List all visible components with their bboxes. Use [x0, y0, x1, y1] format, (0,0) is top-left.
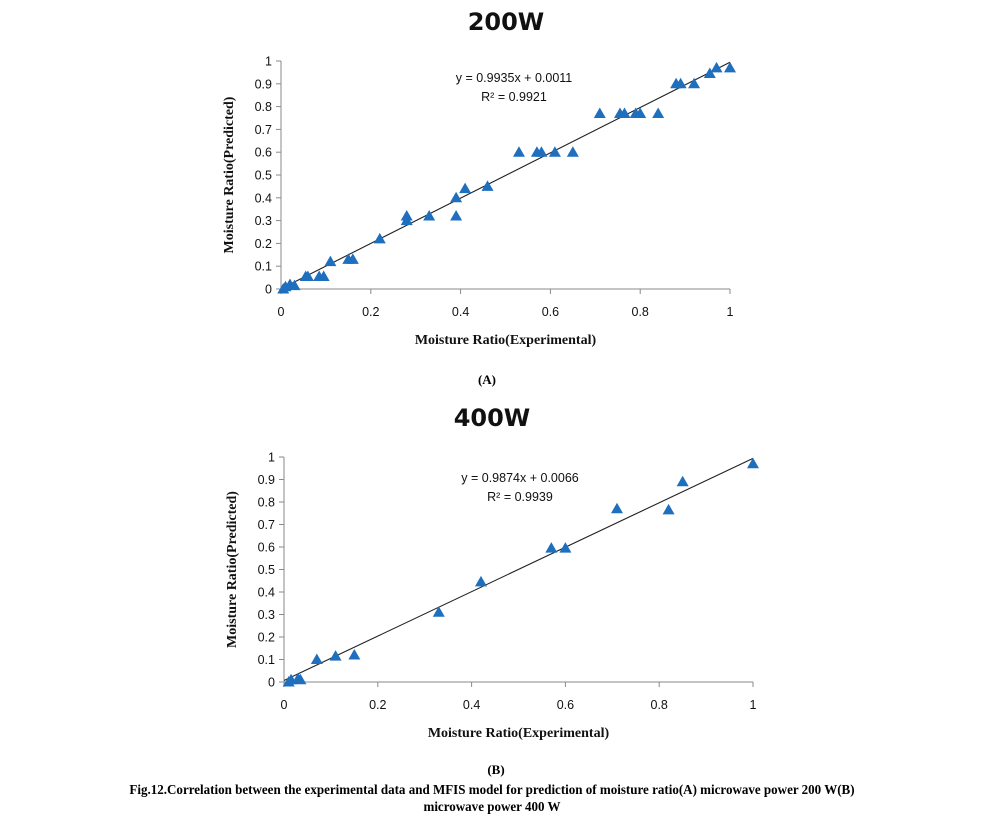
data-point — [710, 61, 723, 73]
y-tick-label: 0.8 — [258, 496, 275, 510]
x-tick-label: 0 — [281, 698, 288, 712]
x-tick-label: 0 — [278, 305, 285, 319]
trendline-equation: y = 0.9935x + 0.0011 — [456, 71, 573, 85]
data-point — [662, 503, 675, 515]
y-tick-label: 0.7 — [255, 123, 272, 137]
trendline — [280, 61, 731, 290]
y-tick-label: 0.3 — [255, 214, 272, 228]
x-tick-label: 0.8 — [651, 698, 668, 712]
data-point — [703, 67, 716, 79]
r-squared-label: R² = 0.9939 — [487, 490, 553, 504]
data-point — [317, 270, 330, 281]
x-tick-label: 0.6 — [542, 305, 559, 319]
r-squared-label: R² = 0.9921 — [481, 90, 547, 104]
x-tick-label: 0.6 — [557, 698, 574, 712]
data-point — [346, 253, 359, 264]
panel-label-b: (B) — [487, 762, 505, 777]
y-tick-label: 0 — [268, 676, 275, 690]
scatter-chart-a: 0 0.1 0.2 0.3 0.4 0.5 0.6 0.7 0.8 0.9 1 0 0.2 0.4 0.6 0… — [222, 55, 736, 348]
y-axis-title: Moisture Ratio(Predicted) — [225, 491, 240, 648]
y-tick-label: 0.5 — [255, 169, 272, 183]
caption-line-1: Fig.12.Correlation between the experimen… — [129, 783, 855, 798]
caption-line-2: microwave power 400 W — [423, 800, 561, 815]
y-axis-title: Moisture Ratio(Predicted) — [222, 96, 237, 253]
x-tick-label: 0.2 — [369, 698, 386, 712]
x-axis-title: Moisture Ratio(Experimental) — [428, 726, 610, 741]
y-tick-label: 0.6 — [258, 541, 275, 555]
data-point — [481, 180, 494, 191]
data-point — [610, 502, 623, 514]
chart-title-b: 400W — [453, 404, 531, 432]
y-tick-label: 0.6 — [255, 146, 272, 160]
y-tick-label: 1 — [268, 451, 275, 465]
figure-caption: Fig.12.Correlation between the experimen… — [34, 782, 949, 816]
y-tick-label: 0 — [265, 283, 272, 297]
y-tick-label: 0.2 — [255, 237, 272, 251]
data-point — [301, 270, 314, 281]
data-point — [474, 575, 487, 587]
x-tick-label: 0.4 — [463, 698, 480, 712]
data-point — [450, 191, 463, 203]
data-point — [373, 232, 386, 244]
y-tick-label: 0.2 — [258, 631, 275, 645]
trendline-equation: y = 0.9874x + 0.0066 — [461, 471, 579, 485]
data-point — [535, 146, 548, 157]
data-point — [747, 457, 759, 469]
x-tick-label: 0.2 — [362, 305, 379, 319]
data-point — [324, 255, 337, 267]
data-point — [676, 475, 689, 487]
data-point — [450, 210, 463, 221]
data-point — [548, 146, 561, 157]
data-point — [634, 107, 647, 118]
y-tick-label: 0.7 — [258, 518, 275, 532]
data-point — [652, 107, 665, 118]
data-point — [566, 146, 579, 157]
y-tick-label: 0.9 — [255, 77, 272, 91]
data-point — [618, 107, 631, 118]
y-tick-label: 0.1 — [255, 260, 272, 274]
y-tick-label: 0.4 — [255, 191, 272, 205]
x-tick-label: 0.8 — [632, 305, 649, 319]
trendline — [283, 457, 754, 682]
data-point — [512, 146, 525, 157]
data-point — [432, 606, 445, 617]
y-tick-label: 0.1 — [258, 653, 275, 667]
data-point — [674, 77, 687, 89]
data-point — [459, 182, 472, 194]
y-tick-label: 0.3 — [258, 608, 275, 622]
y-tick-label: 1 — [265, 55, 272, 69]
y-tick-label: 0.5 — [258, 563, 275, 577]
data-point — [288, 279, 301, 291]
x-tick-label: 0.4 — [452, 305, 469, 319]
data-point — [294, 673, 307, 685]
data-point — [310, 653, 323, 664]
chart-title-a: 200W — [467, 8, 545, 36]
x-tick-label: 1 — [750, 698, 757, 712]
data-point — [423, 210, 436, 221]
y-tick-label: 0.4 — [258, 586, 275, 600]
y-tick-label: 0.9 — [258, 473, 275, 487]
data-point — [329, 650, 342, 661]
data-point — [593, 107, 606, 118]
panel-label-a: (A) — [477, 372, 497, 387]
data-point — [545, 542, 558, 553]
x-tick-label: 1 — [727, 305, 734, 319]
data-point — [559, 542, 572, 553]
data-point — [348, 649, 361, 660]
y-tick-label: 0.8 — [255, 100, 272, 114]
x-axis-title: Moisture Ratio(Experimental) — [415, 333, 597, 348]
data-point — [724, 61, 736, 73]
data-point — [400, 214, 413, 226]
data-point — [688, 77, 701, 89]
